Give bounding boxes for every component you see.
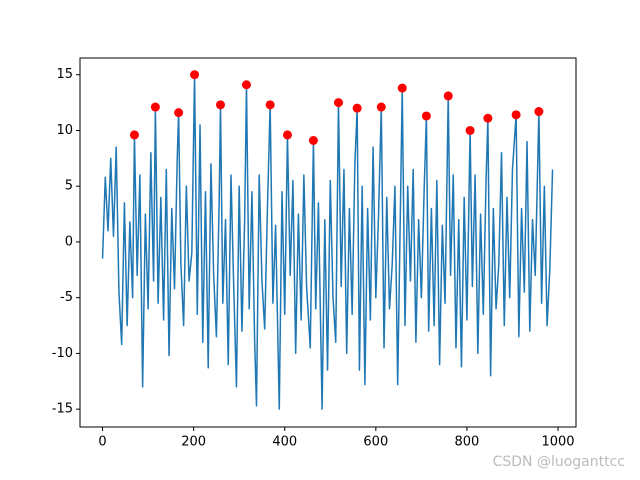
y-tick-label: 10 <box>56 123 73 138</box>
peak-point <box>376 102 386 112</box>
watermark: CSDN @luoganttcc <box>493 454 625 470</box>
peak-point <box>129 130 139 140</box>
y-tick-label: 15 <box>56 67 73 82</box>
peak-point <box>282 130 292 140</box>
y-tick-label: -10 <box>52 346 73 361</box>
axes-frame <box>79 57 577 428</box>
x-tick-label: 0 <box>98 435 106 450</box>
peak-point <box>190 70 200 80</box>
peak-point <box>308 135 318 145</box>
y-tick-label: -15 <box>52 402 73 417</box>
x-tick-label: 600 <box>363 435 388 450</box>
x-tick-label: 200 <box>181 435 206 450</box>
peak-point <box>174 108 184 118</box>
y-tick-label: 5 <box>65 179 73 194</box>
peak-point <box>397 83 407 93</box>
data-line <box>101 73 554 410</box>
peak-point <box>333 98 343 108</box>
peak-point <box>421 111 431 121</box>
peak-point <box>465 125 475 135</box>
peak-point <box>483 113 493 123</box>
x-tick-label: 800 <box>455 435 480 450</box>
peak-point <box>352 103 362 113</box>
x-tick-label: 1000 <box>541 435 574 450</box>
peak-point <box>511 110 521 120</box>
peak-point <box>150 102 160 112</box>
peak-point <box>443 91 453 101</box>
peak-point <box>216 100 226 110</box>
peak-point <box>265 100 275 110</box>
y-tick-label: 0 <box>65 234 73 249</box>
peak-point <box>241 80 251 90</box>
y-tick-label: -5 <box>60 290 73 305</box>
peak-point <box>534 107 544 117</box>
x-tick-label: 400 <box>272 435 297 450</box>
